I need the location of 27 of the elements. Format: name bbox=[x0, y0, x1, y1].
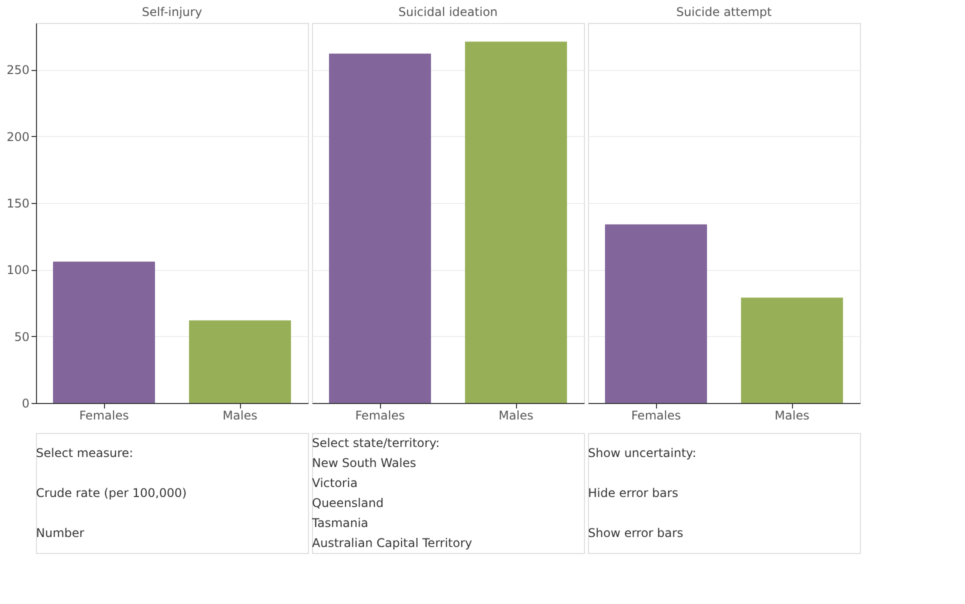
x-tick-label: Females bbox=[79, 408, 129, 422]
text: Show error bars bbox=[588, 526, 684, 540]
text: Victoria bbox=[312, 476, 358, 490]
x-tick-label: Males bbox=[498, 408, 534, 422]
y-tick-label: 250 bbox=[6, 63, 30, 78]
text: Select measure: bbox=[36, 446, 134, 460]
text: Number bbox=[36, 526, 84, 540]
y-tick-label: 50 bbox=[14, 330, 30, 344]
text: Australian Capital Territory bbox=[312, 536, 472, 550]
text: Select state/territory: bbox=[312, 436, 440, 450]
y-tick-label: 100 bbox=[6, 263, 30, 278]
text: New South Wales bbox=[312, 456, 416, 470]
text: Show uncertainty: bbox=[588, 446, 696, 460]
y-tick-label: 200 bbox=[6, 130, 30, 144]
text: Tasmania bbox=[311, 516, 368, 530]
x-tick-label: Females bbox=[631, 408, 681, 422]
x-tick-label: Males bbox=[222, 408, 258, 422]
x-tick-label: Females bbox=[355, 408, 405, 422]
chart-title: Self-injury bbox=[142, 5, 202, 19]
y-tick-label: 0 bbox=[22, 396, 30, 410]
text: Crude rate (per 100,000) bbox=[36, 486, 187, 500]
text: Hide error bars bbox=[588, 486, 678, 500]
chart-title: Suicide attempt bbox=[676, 5, 772, 19]
y-tick-label: 150 bbox=[6, 196, 30, 210]
text: Queensland bbox=[312, 496, 384, 510]
x-tick-label: Males bbox=[774, 408, 810, 422]
chart-title: Suicidal ideation bbox=[398, 5, 498, 19]
